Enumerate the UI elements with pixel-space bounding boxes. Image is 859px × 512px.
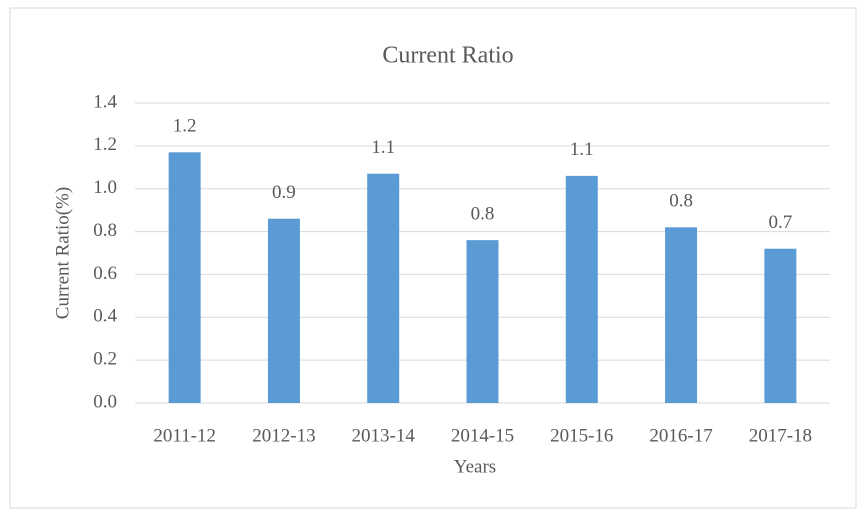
data-label: 0.8	[669, 191, 693, 212]
x-tick-label: 2016-17	[649, 425, 712, 446]
y-tick-label: 0.4	[93, 306, 117, 327]
y-tick-label: 1.0	[93, 177, 117, 198]
data-label: 1.1	[371, 137, 395, 158]
data-label: 0.9	[272, 182, 296, 203]
bar	[367, 173, 400, 403]
bar	[466, 240, 499, 403]
y-tick-label: 0.2	[93, 349, 117, 370]
bar	[764, 248, 797, 403]
x-tick-label: 2012-13	[252, 425, 315, 446]
data-label: 0.7	[768, 212, 792, 233]
bar	[665, 227, 698, 403]
bar	[168, 152, 201, 403]
bar	[565, 175, 598, 403]
y-axis-label: Current Ratio(%)	[52, 187, 73, 319]
x-tick-label: 2015-16	[550, 425, 613, 446]
bar	[267, 218, 300, 403]
y-tick-label: 0.6	[93, 263, 117, 284]
x-tick-label: 2017-18	[749, 425, 812, 446]
data-label: 1.1	[570, 139, 594, 160]
data-label: 0.8	[471, 204, 495, 225]
y-tick-label: 1.4	[93, 91, 117, 112]
data-label: 1.2	[173, 116, 197, 137]
chart-title: Current Ratio	[382, 43, 513, 69]
x-tick-label: 2011-12	[153, 425, 216, 446]
x-axis-label: Years	[454, 456, 496, 477]
y-tick-label: 1.2	[93, 134, 117, 155]
chart-frame	[9, 7, 857, 509]
x-tick-label: 2014-15	[451, 425, 514, 446]
y-tick-label: 0.0	[93, 391, 117, 412]
x-tick-label: 2013-14	[352, 425, 416, 446]
y-tick-label: 0.8	[93, 220, 117, 241]
